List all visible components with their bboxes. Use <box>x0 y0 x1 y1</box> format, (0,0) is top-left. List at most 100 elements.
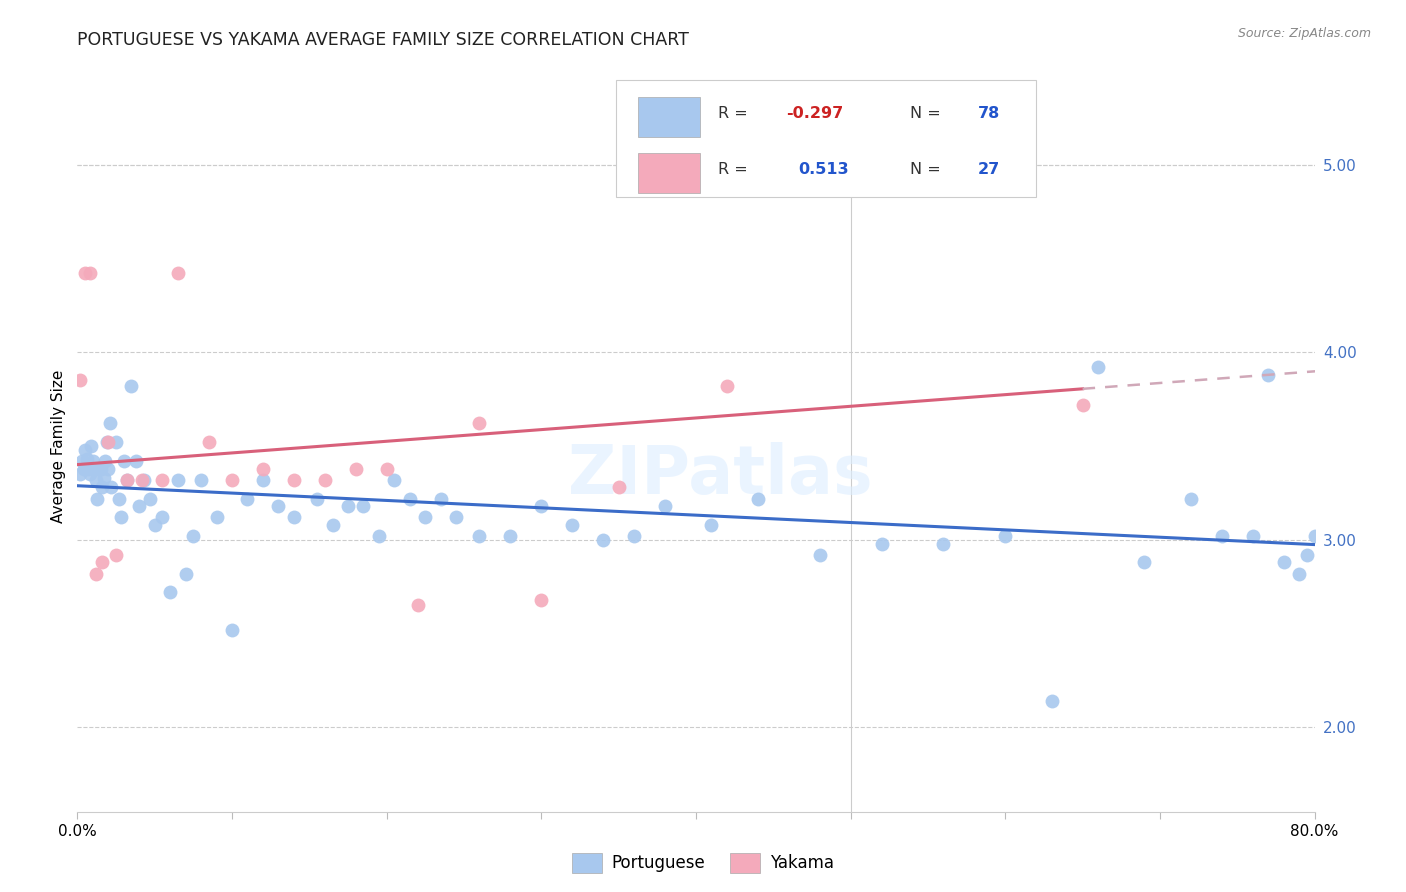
Point <box>344 461 367 475</box>
Text: R =: R = <box>718 105 754 120</box>
Point <box>267 499 290 513</box>
Point <box>1133 555 1156 569</box>
Point <box>110 510 132 524</box>
Point <box>399 491 422 506</box>
Point <box>221 623 243 637</box>
Point <box>190 473 212 487</box>
Point <box>1257 368 1279 382</box>
Point <box>159 585 181 599</box>
Point <box>125 454 148 468</box>
Point <box>1071 398 1094 412</box>
Point <box>1303 529 1326 543</box>
Point <box>446 510 468 524</box>
Point <box>384 473 406 487</box>
Point <box>108 491 131 506</box>
Point <box>75 442 96 457</box>
Y-axis label: Average Family Size: Average Family Size <box>51 369 66 523</box>
Point <box>932 536 955 550</box>
Point <box>82 454 104 468</box>
Point <box>252 461 274 475</box>
Point <box>337 499 360 513</box>
Point <box>468 529 491 543</box>
Point <box>112 454 135 468</box>
Point <box>79 267 101 281</box>
Point <box>1087 360 1109 375</box>
Point <box>561 517 583 532</box>
Point <box>700 517 723 532</box>
Point <box>93 471 115 485</box>
Point <box>115 473 138 487</box>
Point <box>97 435 120 450</box>
Point <box>994 529 1017 543</box>
Text: ZIPatlas: ZIPatlas <box>568 442 873 508</box>
Point <box>131 473 153 487</box>
Point <box>221 473 243 487</box>
Point <box>1040 694 1063 708</box>
Point <box>84 566 107 581</box>
Point <box>139 491 162 506</box>
Point <box>94 454 117 468</box>
Point <box>183 529 205 543</box>
Point <box>607 480 630 494</box>
Point <box>86 491 108 506</box>
Point <box>530 499 553 513</box>
Point <box>252 473 274 487</box>
Point <box>283 473 305 487</box>
Point <box>97 461 120 475</box>
Point <box>1211 529 1233 543</box>
Point <box>499 529 522 543</box>
Point <box>205 510 228 524</box>
Point <box>307 491 329 506</box>
Point <box>75 267 96 281</box>
Point <box>96 435 118 450</box>
Point <box>105 548 128 562</box>
Text: Source: ZipAtlas.com: Source: ZipAtlas.com <box>1237 27 1371 40</box>
Point <box>322 517 344 532</box>
Point <box>1272 555 1295 569</box>
Text: -0.297: -0.297 <box>786 105 844 120</box>
Point <box>375 461 398 475</box>
Text: 27: 27 <box>979 162 1000 177</box>
FancyBboxPatch shape <box>638 96 700 137</box>
Point <box>91 555 114 569</box>
Point <box>128 499 150 513</box>
Point <box>592 533 614 547</box>
Point <box>121 379 143 393</box>
Point <box>167 473 190 487</box>
Point <box>353 499 375 513</box>
Point <box>80 439 103 453</box>
Point <box>70 454 93 468</box>
Point <box>1288 566 1310 581</box>
Point <box>132 473 155 487</box>
Point <box>69 467 91 482</box>
Point <box>917 172 939 186</box>
Point <box>654 499 676 513</box>
Point <box>87 461 110 475</box>
Point <box>747 491 769 506</box>
Point <box>283 510 305 524</box>
Point <box>430 491 453 506</box>
Point <box>69 373 91 387</box>
Point <box>368 529 391 543</box>
Point <box>76 452 98 467</box>
Point <box>1296 548 1319 562</box>
Text: 78: 78 <box>979 105 1000 120</box>
Point <box>1180 491 1202 506</box>
Point <box>84 473 107 487</box>
Point <box>198 435 221 450</box>
Point <box>98 417 121 431</box>
Point <box>152 473 174 487</box>
Legend: Portuguese, Yakama: Portuguese, Yakama <box>565 847 841 880</box>
Point <box>100 480 122 494</box>
Point <box>77 461 100 475</box>
Point <box>105 435 128 450</box>
FancyBboxPatch shape <box>638 153 700 194</box>
Text: N =: N = <box>910 105 946 120</box>
Point <box>152 510 174 524</box>
Point <box>83 461 105 475</box>
Text: N =: N = <box>910 162 946 177</box>
Point <box>468 417 491 431</box>
Point <box>115 473 138 487</box>
Point <box>415 510 437 524</box>
Point <box>143 517 166 532</box>
